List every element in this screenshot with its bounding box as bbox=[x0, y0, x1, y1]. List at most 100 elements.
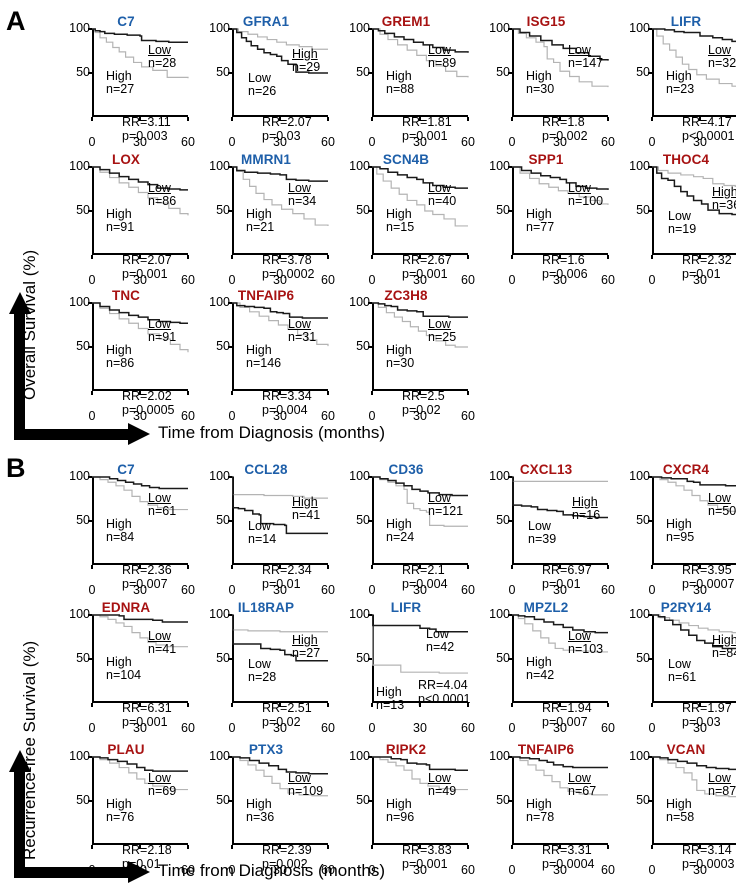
y-tick bbox=[368, 658, 372, 660]
x-tick-label: 60 bbox=[601, 863, 615, 877]
x-tick-label: 0 bbox=[648, 721, 656, 735]
y-tick bbox=[88, 72, 92, 74]
panel-b-x-arrow-head bbox=[128, 861, 150, 883]
high-group-label: High bbox=[526, 207, 552, 221]
y-tick bbox=[648, 476, 652, 478]
x-tick bbox=[607, 565, 609, 569]
curve-high bbox=[652, 28, 736, 87]
y-axis bbox=[232, 477, 234, 565]
y-axis bbox=[512, 477, 514, 565]
low-group-n: n=147 bbox=[568, 56, 604, 70]
low-group-n: n=87 bbox=[708, 784, 736, 798]
x-tick-label: 30 bbox=[273, 135, 287, 149]
survival-curves bbox=[652, 476, 736, 512]
x-tick bbox=[607, 255, 609, 259]
low-group-n: n=86 bbox=[148, 194, 177, 208]
risk-ratio: RR=6.31 bbox=[122, 701, 172, 715]
high-group-label: High bbox=[106, 655, 132, 669]
panel-a-y-arrow-shaft bbox=[14, 310, 25, 440]
curve-low bbox=[652, 614, 736, 650]
x-tick bbox=[279, 117, 281, 121]
high-group-label: High bbox=[666, 69, 692, 83]
stats-block: RR=2.02 p=0.0005 bbox=[122, 389, 174, 417]
p-value: p=0.01 bbox=[682, 267, 721, 281]
x-tick-label: 0 bbox=[88, 135, 96, 149]
y-tick-label: 50 bbox=[496, 793, 510, 807]
x-tick bbox=[467, 845, 469, 849]
y-tick-label: 50 bbox=[356, 793, 370, 807]
high-group-n: n=84 bbox=[106, 530, 135, 544]
x-tick bbox=[699, 565, 701, 569]
gene-title: MMRN1 bbox=[241, 152, 291, 167]
curve-high bbox=[232, 28, 328, 50]
risk-ratio: RR=1.6 bbox=[542, 253, 585, 267]
stats-block: RR=3.31 p=0.0004 bbox=[542, 843, 594, 871]
risk-ratio: RR=2.36 bbox=[122, 563, 172, 577]
x-tick-label: 30 bbox=[553, 273, 567, 287]
low-group-n: n=61 bbox=[148, 504, 177, 518]
x-tick bbox=[607, 117, 609, 121]
x-tick bbox=[419, 255, 421, 259]
x-tick bbox=[371, 117, 373, 121]
stats-block: RR=3.14 p=0.0003 bbox=[682, 843, 734, 871]
y-tick-label: 100 bbox=[209, 159, 230, 173]
x-tick-label: 60 bbox=[461, 583, 475, 597]
low-group-n: n=28 bbox=[148, 56, 177, 70]
gene-title: RIPK2 bbox=[385, 742, 427, 757]
x-tick-label: 30 bbox=[693, 721, 707, 735]
x-tick bbox=[467, 565, 469, 569]
km-plot-lifr: LIFR 100 50 0 30 60 Low n=42 High n=13 RR=4.04 p<0.… bbox=[336, 600, 476, 740]
km-plot-p2ry14: P2RY141005003060Highn=84Lown=61RR=1.97p=… bbox=[616, 600, 736, 740]
y-tick bbox=[368, 28, 372, 30]
risk-ratio: RR=4.04 bbox=[418, 678, 468, 692]
curve-high bbox=[92, 476, 188, 511]
curve-low bbox=[92, 614, 188, 623]
gene-title: MPZL2 bbox=[523, 600, 569, 615]
y-axis bbox=[372, 29, 374, 117]
y-tick bbox=[648, 520, 652, 522]
x-tick bbox=[279, 703, 281, 707]
panel-b-y-arrow-head bbox=[9, 750, 31, 772]
high-group-n: n=13 bbox=[376, 698, 405, 712]
curve-low bbox=[372, 614, 468, 633]
km-plot-il18rap: IL18RAP 100 50 0 30 60 High n=27 Low n=28 RR=2.51 p… bbox=[196, 600, 336, 740]
low-group-n: n=121 bbox=[428, 504, 464, 518]
high-group-label: High bbox=[572, 495, 598, 509]
x-tick bbox=[187, 255, 189, 259]
y-tick bbox=[228, 166, 232, 168]
high-group-label: High bbox=[106, 343, 132, 357]
gene-title: GREM1 bbox=[381, 14, 431, 29]
y-tick bbox=[88, 658, 92, 660]
x-tick-label: 0 bbox=[508, 583, 516, 597]
y-tick bbox=[648, 756, 652, 758]
y-tick-label: 50 bbox=[216, 651, 230, 665]
x-axis bbox=[232, 389, 328, 391]
x-tick bbox=[91, 117, 93, 121]
low-group-label: Low bbox=[428, 771, 451, 785]
y-axis bbox=[232, 29, 234, 117]
risk-ratio: RR=3.14 bbox=[682, 843, 732, 857]
x-axis bbox=[652, 253, 736, 255]
stats-block: RR=2.32 p=0.01 bbox=[682, 253, 732, 281]
y-tick bbox=[88, 166, 92, 168]
y-tick bbox=[228, 756, 232, 758]
curve-low bbox=[232, 28, 328, 74]
km-plot-grem1: GREM1 100 50 0 30 60 Low n=89 High n=88 RR=1.81 p=0… bbox=[336, 14, 476, 154]
high-group-n: n=29 bbox=[292, 60, 321, 74]
p-value: p=0.01 bbox=[542, 577, 581, 591]
y-tick-label: 50 bbox=[216, 513, 230, 527]
x-tick-label: 30 bbox=[133, 135, 147, 149]
x-tick-label: 60 bbox=[181, 135, 195, 149]
y-axis bbox=[372, 757, 374, 845]
panel-letter-a: A bbox=[6, 6, 26, 36]
y-tick bbox=[228, 800, 232, 802]
km-plot-plau: PLAU 100 50 0 30 60 Low n=69 High n=76 RR=2.18 p=0.… bbox=[56, 742, 196, 882]
y-tick-label: 100 bbox=[489, 159, 510, 173]
survival-curves bbox=[92, 28, 189, 79]
y-axis bbox=[652, 29, 654, 117]
